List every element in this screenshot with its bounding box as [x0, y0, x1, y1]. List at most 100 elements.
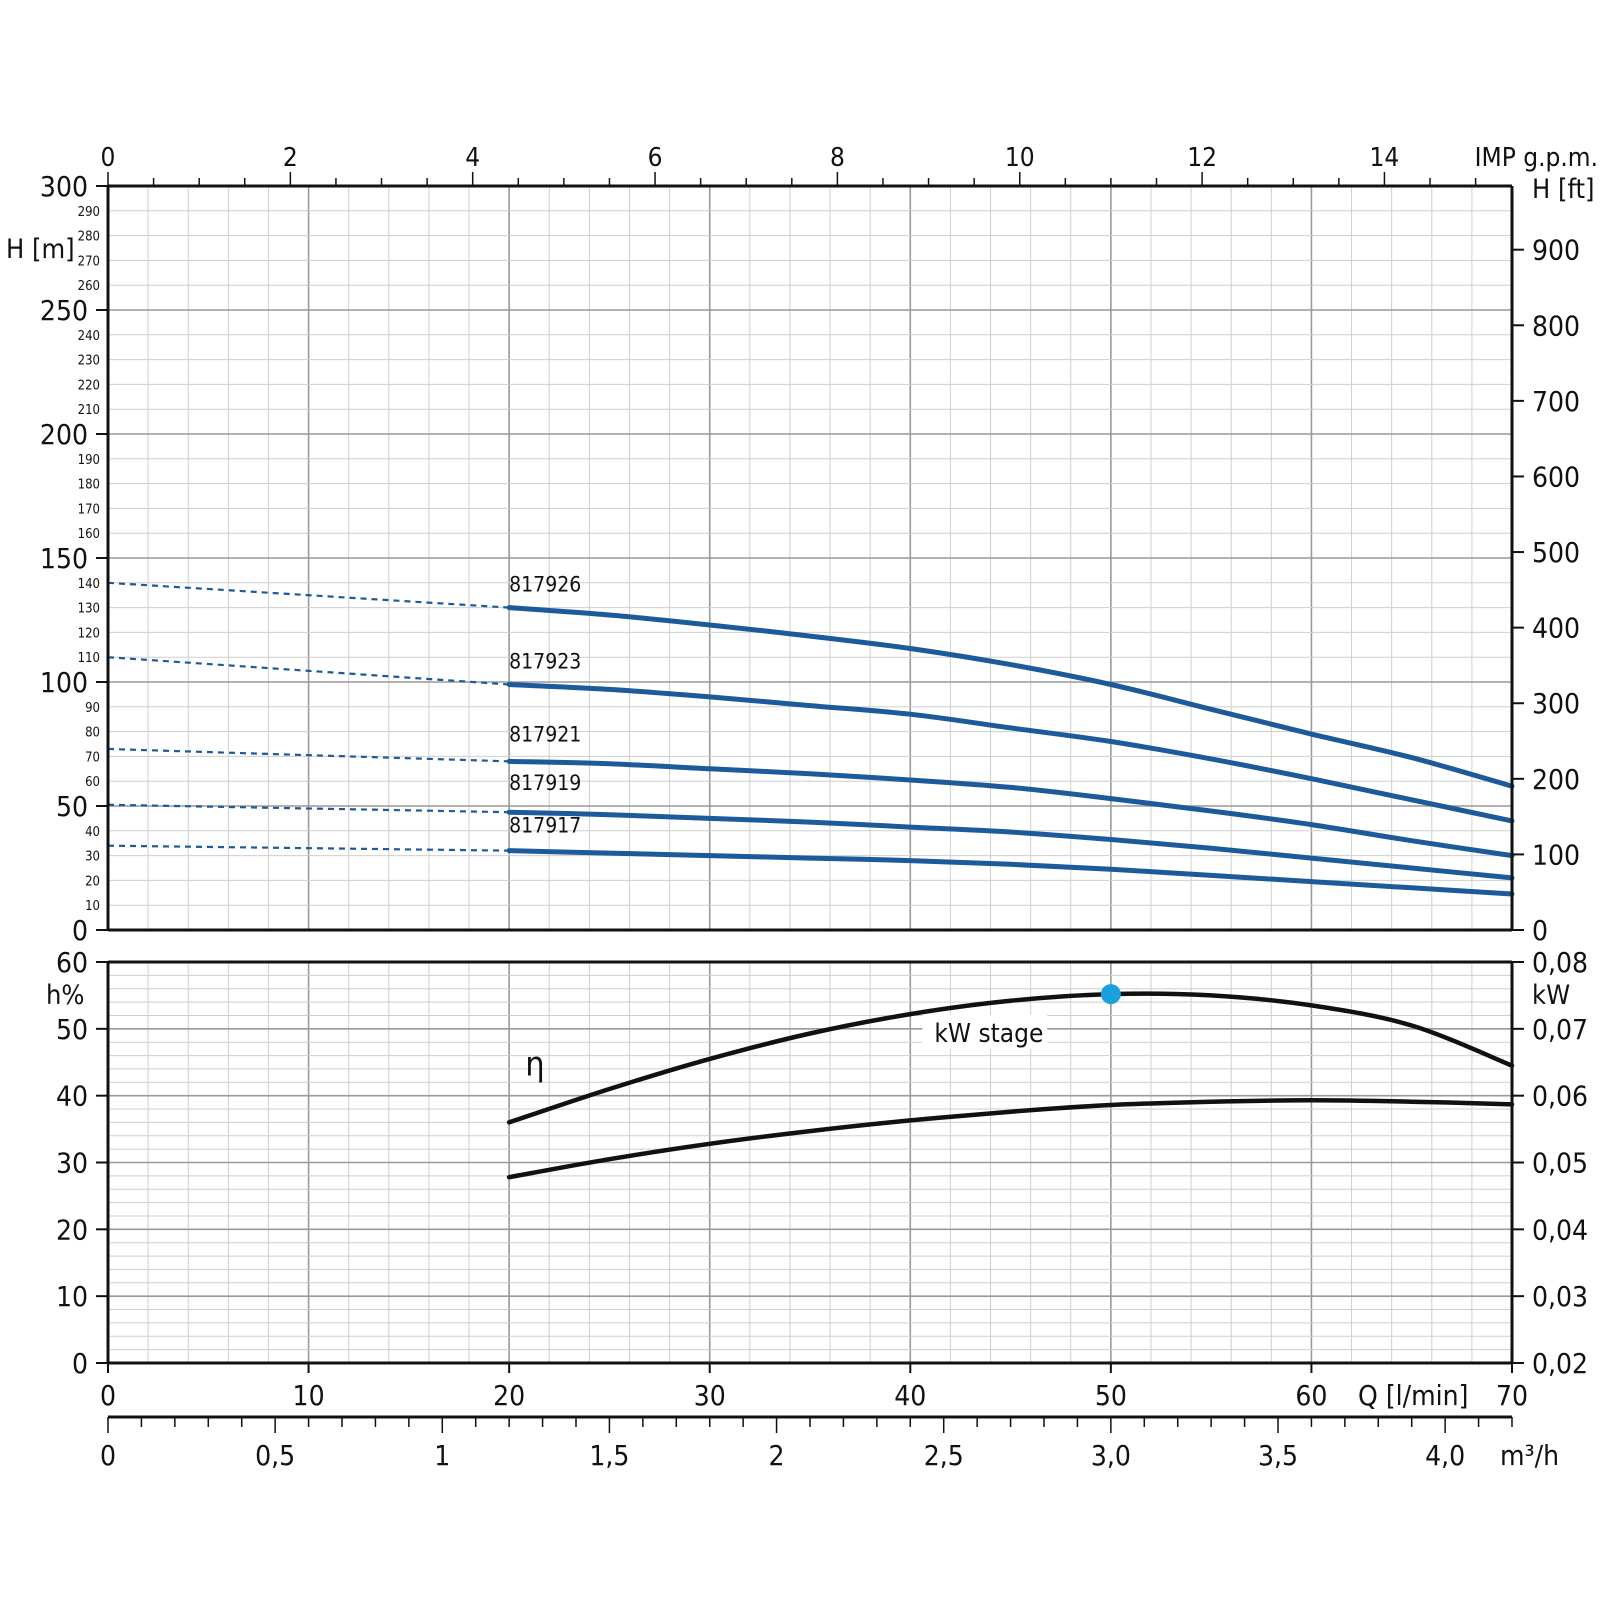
top-axis-tick-label: 14	[1370, 143, 1400, 173]
left-head-tick-label: 250	[40, 294, 88, 327]
left-head-minor-label: 180	[78, 478, 100, 493]
head-curve-dashed-817919	[107, 803, 510, 814]
right-head-tick-label: 500	[1532, 536, 1580, 569]
left-head-minor-label: 160	[78, 527, 100, 542]
m3h-axis-title: m³/h	[1500, 1439, 1559, 1472]
left-head-minor-label: 10	[85, 899, 100, 914]
m3h-axis-tick-label: 2,5	[924, 1439, 964, 1472]
left-head-minor-label: 20	[85, 874, 100, 889]
top-axis-tick-label: 12	[1187, 143, 1217, 173]
left-head-minor-label: 60	[85, 775, 100, 790]
efficiency-curve	[506, 991, 1515, 1125]
left-eff-tick-label: 60	[56, 946, 88, 979]
left-head-tick-label: 150	[40, 542, 88, 575]
head-curve-dashed-817923	[107, 656, 510, 686]
left-head-minor-label: 110	[78, 651, 100, 666]
q-axis-label-bg	[1352, 1375, 1470, 1415]
left-eff-tick-label: 20	[56, 1213, 88, 1246]
left-head-minor-label: 40	[85, 825, 100, 840]
left-head-minor-label: 30	[85, 850, 100, 865]
right-head-tick-label: 300	[1532, 687, 1580, 720]
right-head-tick-label: 600	[1532, 460, 1580, 493]
left-eff-tick-label: 50	[56, 1013, 88, 1046]
left-head-minor-label: 70	[85, 750, 100, 765]
right-head-tick-label: 200	[1532, 763, 1580, 796]
left-head-minor-label: 210	[78, 403, 100, 418]
left-head-minor-label: 140	[78, 577, 100, 592]
left-head-tick-label: 200	[40, 418, 88, 451]
m3h-axis-tick-label: 1,5	[589, 1439, 629, 1472]
q-axis-tick-label: 40	[894, 1379, 926, 1412]
kw-stage-annotation: kW stage	[934, 1019, 1043, 1049]
right-kw-tick-label: 0,02	[1532, 1347, 1588, 1380]
m3h-axis-tick-label: 1	[434, 1439, 450, 1472]
series-label-817917: 817917	[509, 814, 581, 838]
left-head-minor-label: 280	[78, 230, 100, 245]
left-eff-tick-label: 0	[72, 1347, 88, 1380]
m3h-axis-tick-label: 2	[769, 1439, 785, 1472]
q-axis-tick-label: 50	[1095, 1379, 1127, 1412]
right-head-axis-title: H [ft]	[1532, 174, 1595, 205]
head-curve-817926	[506, 605, 1515, 789]
left-head-minor-label: 270	[78, 254, 100, 269]
right-head-tick-label: 100	[1532, 838, 1580, 871]
left-head-minor-label: 260	[78, 279, 100, 294]
left-head-tick-label: 50	[56, 790, 88, 823]
left-head-minor-label: 220	[78, 378, 100, 393]
m3h-axis-tick-label: 3,0	[1091, 1439, 1131, 1472]
right-kw-tick-label: 0,08	[1532, 946, 1588, 979]
right-kw-axis-title: kW	[1532, 980, 1570, 1011]
kw-stage-label-bg	[922, 1014, 1048, 1049]
top-axis-tick-label: 6	[648, 143, 663, 173]
right-head-tick-label: 400	[1532, 612, 1580, 645]
right-head-tick-label: 0	[1532, 914, 1548, 947]
eta-annotation: η	[525, 1045, 544, 1085]
top-axis-tick-label: 0	[101, 143, 116, 173]
right-head-tick-label: 800	[1532, 309, 1580, 342]
q-axis-tick-label: 70	[1496, 1379, 1528, 1412]
series-label-817921: 817921	[509, 722, 581, 746]
curves-layer	[107, 581, 1515, 1180]
head-curve-817921	[506, 758, 1515, 859]
right-kw-tick-label: 0,05	[1532, 1147, 1588, 1180]
head-curve-dashed-817926	[107, 581, 510, 609]
q-axis-tick-label: 10	[293, 1379, 325, 1412]
labels-layer: 817926 817923 817921 817919 817917 η kW stage 0…	[6, 143, 1598, 1472]
m3h-axis-tick-label: 0,5	[255, 1439, 295, 1472]
axes-layer	[96, 172, 1524, 1433]
left-head-axis-title: H [m]	[6, 234, 75, 265]
top-axis-tick-label: 10	[1005, 143, 1035, 173]
left-head-minor-label: 80	[85, 726, 100, 741]
left-head-minor-label: 230	[78, 354, 100, 369]
right-kw-tick-label: 0,07	[1532, 1013, 1588, 1046]
right-kw-tick-label: 0,03	[1532, 1280, 1588, 1313]
left-head-tick-label: 300	[40, 170, 88, 203]
m3h-axis-tick-label: 0	[100, 1439, 116, 1472]
head-curve-dashed-817917	[107, 844, 510, 852]
left-head-minor-label: 120	[78, 626, 100, 641]
m3h-axis-tick-label: 4,0	[1425, 1439, 1465, 1472]
head-curve-817919	[506, 809, 1515, 881]
top-axis-tick-label: 8	[830, 143, 845, 173]
q-axis-tick-label: 60	[1295, 1379, 1327, 1412]
series-label-817923: 817923	[509, 649, 581, 673]
right-head-tick-label: 900	[1532, 234, 1580, 267]
q-axis-title: Q [l/min]	[1358, 1379, 1468, 1412]
left-head-minor-label: 190	[78, 453, 100, 468]
bep-marker	[1100, 984, 1121, 1005]
grid-layer	[108, 186, 1512, 1363]
head-curve-dashed-817921	[107, 747, 510, 763]
top-axis-label: IMP g.p.m.	[1475, 143, 1598, 173]
q-axis-tick-label: 0	[100, 1379, 116, 1412]
left-eff-tick-label: 30	[56, 1147, 88, 1180]
left-eff-axis-title: h%	[46, 980, 84, 1011]
right-kw-tick-label: 0,04	[1532, 1213, 1588, 1246]
q-axis-tick-label: 20	[493, 1379, 525, 1412]
right-kw-tick-label: 0,06	[1532, 1080, 1588, 1113]
left-head-tick-label: 100	[40, 666, 88, 699]
left-head-minor-label: 130	[78, 602, 100, 617]
left-head-minor-label: 240	[78, 329, 100, 344]
q-axis-tick-label: 30	[694, 1379, 726, 1412]
series-label-817926: 817926	[509, 573, 581, 597]
